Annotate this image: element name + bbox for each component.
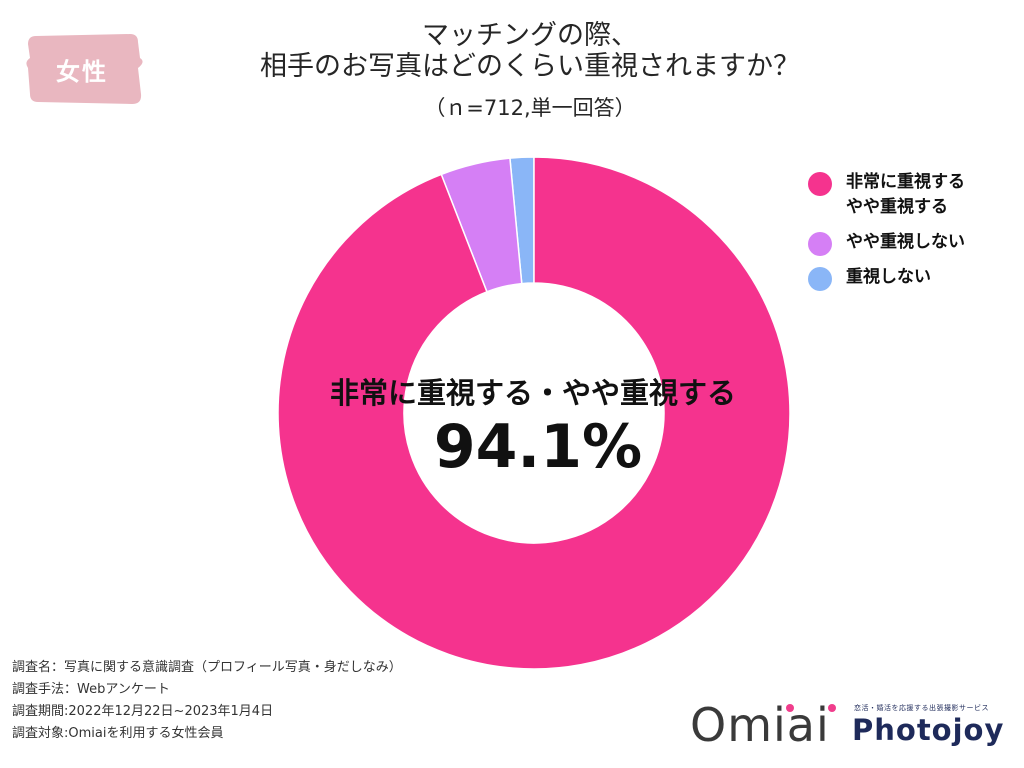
photojoy-wordmark: Photojoy	[852, 713, 1005, 747]
footer-survey-target: 調査対象:Omiaiを利用する女性会員	[12, 726, 224, 741]
legend-swatch	[808, 232, 832, 256]
legend-label: やや重視しない	[846, 232, 965, 252]
omiai-logo: Omiai	[690, 698, 836, 752]
legend-swatch	[808, 172, 832, 196]
omiai-logo-text: Omiai	[690, 698, 830, 752]
title-line-2: 相手のお写真はどのくらい重視されますか？	[260, 51, 800, 82]
center-value: 94.1%	[433, 412, 643, 482]
photojoy-tagline: 恋活・婚活を応援する出張撮影サービス	[854, 704, 989, 712]
legend-label: 重視しない	[846, 267, 931, 287]
gender-badge: 女性	[26, 32, 146, 106]
legend-item: 非常に重視する やや重視する	[808, 170, 1018, 220]
chart-subtitle: （ｎ=712,単一回答）	[424, 96, 636, 120]
center-label: 非常に重視する・やや重視する	[329, 376, 736, 410]
legend-item: やや重視しない	[808, 230, 1018, 256]
legend-swatch	[808, 267, 832, 291]
donut-slice	[277, 156, 791, 670]
footer-survey-period: 調査期間:2022年12月22日~2023年1月4日	[12, 704, 274, 719]
footer-survey-name: 調査名：写真に関する意識調査（プロフィール写真・身だしなみ）	[12, 660, 402, 675]
legend-label: 非常に重視する やや重視する	[846, 172, 965, 217]
chart-title: マッチングの際、 相手のお写真はどのくらい重視されますか？	[200, 20, 860, 82]
donut-svg	[277, 156, 791, 670]
chart-legend: 非常に重視する やや重視するやや重視しない 重視しない	[808, 170, 1018, 300]
omiai-logo-dot	[786, 704, 794, 712]
photojoy-logo: 恋活・婚活を応援する出張撮影サービス Photojoy	[852, 703, 1012, 747]
badge-label: 女性	[56, 57, 108, 86]
survey-footer: 調査名：写真に関する意識調査（プロフィール写真・身だしなみ） 調査手法：Webア…	[12, 657, 532, 745]
legend-item: 重視しない	[808, 265, 1018, 291]
donut-chart	[277, 156, 791, 670]
badge-shape	[26, 34, 143, 104]
title-line-1: マッチングの際、	[422, 20, 638, 51]
footer-survey-method: 調査手法：Webアンケート	[12, 682, 170, 697]
omiai-logo-dot	[828, 704, 836, 712]
